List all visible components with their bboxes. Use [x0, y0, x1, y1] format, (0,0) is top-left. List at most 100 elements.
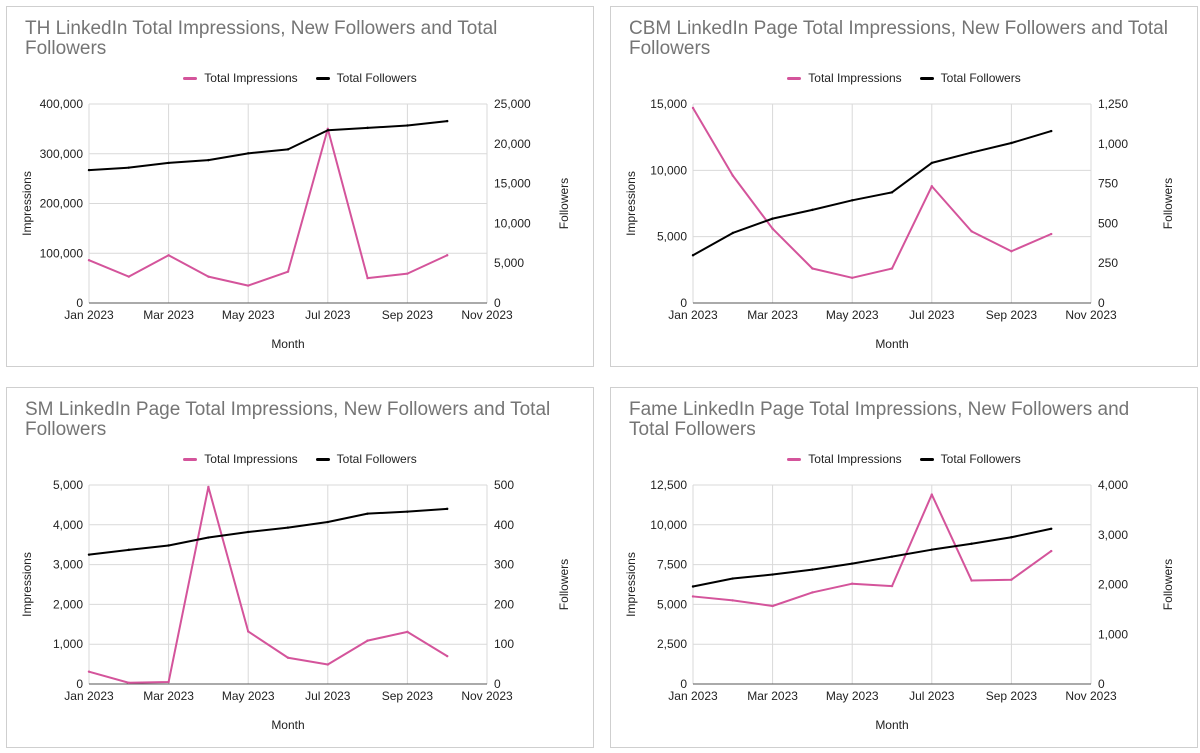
y2-tick-label: 25,000 — [494, 97, 531, 111]
chart-title: Fame LinkedIn Page Total Impressions, Ne… — [629, 399, 1130, 440]
data-point-total-impressions — [1050, 232, 1053, 236]
legend-item-total-impressions: Total Impressions — [787, 452, 902, 466]
x-tick-label: Jan 2023 — [64, 689, 114, 703]
x-tick-label: Jul 2023 — [305, 308, 351, 322]
data-point-total-followers — [406, 510, 409, 513]
data-point-total-impressions — [1010, 250, 1013, 253]
data-point-total-impressions — [167, 680, 170, 684]
data-point-total-followers — [691, 254, 695, 257]
y2-tick-label: 2,000 — [1098, 578, 1128, 592]
chart-title: SM LinkedIn Page Total Impressions, New … — [25, 399, 551, 440]
y-axis-title: Impressions — [624, 552, 638, 617]
y2-tick-label: 10,000 — [494, 216, 531, 230]
data-point-total-followers — [771, 573, 774, 576]
y-tick-label: 0 — [76, 677, 83, 691]
y2-tick-label: 0 — [494, 677, 501, 691]
data-point-total-impressions — [771, 227, 774, 230]
legend-swatch — [919, 457, 934, 461]
data-point-total-impressions — [890, 584, 894, 588]
x-tick-label: Mar 2023 — [143, 308, 194, 322]
data-point-total-followers — [87, 553, 91, 556]
x-axis-title: Month — [875, 718, 908, 732]
legend-swatch — [183, 457, 198, 461]
data-point-total-followers — [811, 208, 814, 212]
data-point-total-impressions — [811, 591, 814, 594]
data-point-total-impressions — [127, 681, 130, 685]
y-tick-label: 4,000 — [53, 518, 83, 532]
x-tick-label: Sep 2023 — [986, 308, 1038, 322]
data-point-total-followers — [286, 526, 290, 529]
y2-tick-label: 4,000 — [1098, 478, 1128, 492]
data-point-total-followers — [247, 152, 250, 155]
y2-tick-label: 500 — [1098, 216, 1118, 230]
legend-item-total-impressions: Total Impressions — [787, 71, 902, 85]
data-point-total-followers — [127, 166, 130, 169]
y2-tick-label: 400 — [494, 518, 514, 532]
data-point-total-impressions — [167, 254, 170, 257]
legend-item-total-impressions: Total Impressions — [183, 452, 298, 466]
data-point-total-impressions — [87, 259, 91, 262]
data-point-total-impressions — [771, 604, 774, 608]
data-point-total-impressions — [286, 656, 290, 659]
y-tick-label: 200,000 — [40, 197, 84, 211]
y2-axis-title: Followers — [557, 178, 571, 229]
y-tick-label: 1,000 — [53, 637, 83, 651]
legend-item-total-followers: Total Followers — [919, 452, 1021, 466]
y-axis-title: Impressions — [20, 552, 34, 617]
x-tick-label: Nov 2023 — [461, 308, 513, 322]
y-tick-label: 100,000 — [40, 246, 84, 260]
chart-legend: Total Impressions Total Followers — [611, 71, 1197, 85]
data-point-total-followers — [446, 507, 449, 511]
legend-swatch — [787, 76, 802, 80]
legend-swatch — [787, 457, 802, 461]
data-point-total-impressions — [691, 595, 695, 598]
data-point-total-impressions — [731, 599, 734, 602]
chart-panel-sm: SM LinkedIn Page Total Impressions, New … — [6, 387, 594, 748]
y-tick-label: 0 — [680, 677, 687, 691]
x-tick-label: Nov 2023 — [1065, 689, 1117, 703]
chart-plot: Jan 2023 Mar 2023 May 2023 Jul 2023 Sep 2023… — [20, 478, 571, 732]
legend-item-total-followers: Total Followers — [919, 71, 1021, 85]
x-tick-label: Mar 2023 — [747, 308, 798, 322]
chart-title: CBM LinkedIn Page Total Impressions, New… — [629, 18, 1168, 59]
data-point-total-followers — [326, 520, 329, 524]
chart-legend: Total Impressions Total Followers — [7, 71, 593, 85]
chart-panel-th: TH LinkedIn Total Impressions, New Follo… — [6, 6, 594, 367]
data-point-total-followers — [87, 168, 91, 172]
y2-tick-label: 1,250 — [1098, 97, 1128, 111]
data-point-total-impressions — [207, 275, 210, 278]
x-tick-label: Jan 2023 — [668, 689, 718, 703]
data-point-total-followers — [970, 151, 973, 154]
y-tick-label: 10,000 — [650, 163, 687, 177]
y2-tick-label: 500 — [494, 478, 514, 492]
series-line-total-followers — [692, 527, 1053, 588]
data-point-total-followers — [286, 148, 290, 151]
data-point-total-impressions — [851, 276, 854, 279]
data-point-total-impressions — [127, 275, 130, 278]
chart-panel-cbm: CBM LinkedIn Page Total Impressions, New… — [610, 6, 1198, 367]
data-point-total-impressions — [446, 654, 449, 658]
series-line-total-followers — [88, 120, 449, 172]
series-line-total-impressions — [88, 127, 449, 287]
data-point-total-impressions — [446, 254, 449, 257]
y2-tick-label: 750 — [1098, 177, 1118, 191]
chart-plot: Jan 2023 Mar 2023 May 2023 Jul 2023 Sep 2023… — [20, 97, 571, 351]
data-point-total-followers — [366, 512, 369, 515]
x-tick-label: Jul 2023 — [909, 689, 955, 703]
y-tick-label: 2,500 — [657, 637, 687, 651]
data-point-total-followers — [167, 161, 170, 165]
x-tick-label: Nov 2023 — [1065, 308, 1117, 322]
legend-swatch — [315, 457, 330, 461]
data-point-total-followers — [207, 536, 210, 539]
data-point-total-impressions — [207, 485, 210, 489]
data-point-total-impressions — [247, 630, 250, 633]
y-axis-title: Impressions — [624, 171, 638, 236]
data-point-total-impressions — [930, 185, 933, 188]
data-point-total-followers — [207, 158, 210, 162]
series-line-total-followers — [692, 130, 1053, 257]
y-tick-label: 400,000 — [40, 97, 84, 111]
legend-label: Total Impressions — [204, 452, 298, 466]
chart-title: TH LinkedIn Total Impressions, New Follo… — [25, 18, 498, 59]
data-point-total-followers — [890, 191, 894, 194]
y2-tick-label: 100 — [494, 637, 514, 651]
